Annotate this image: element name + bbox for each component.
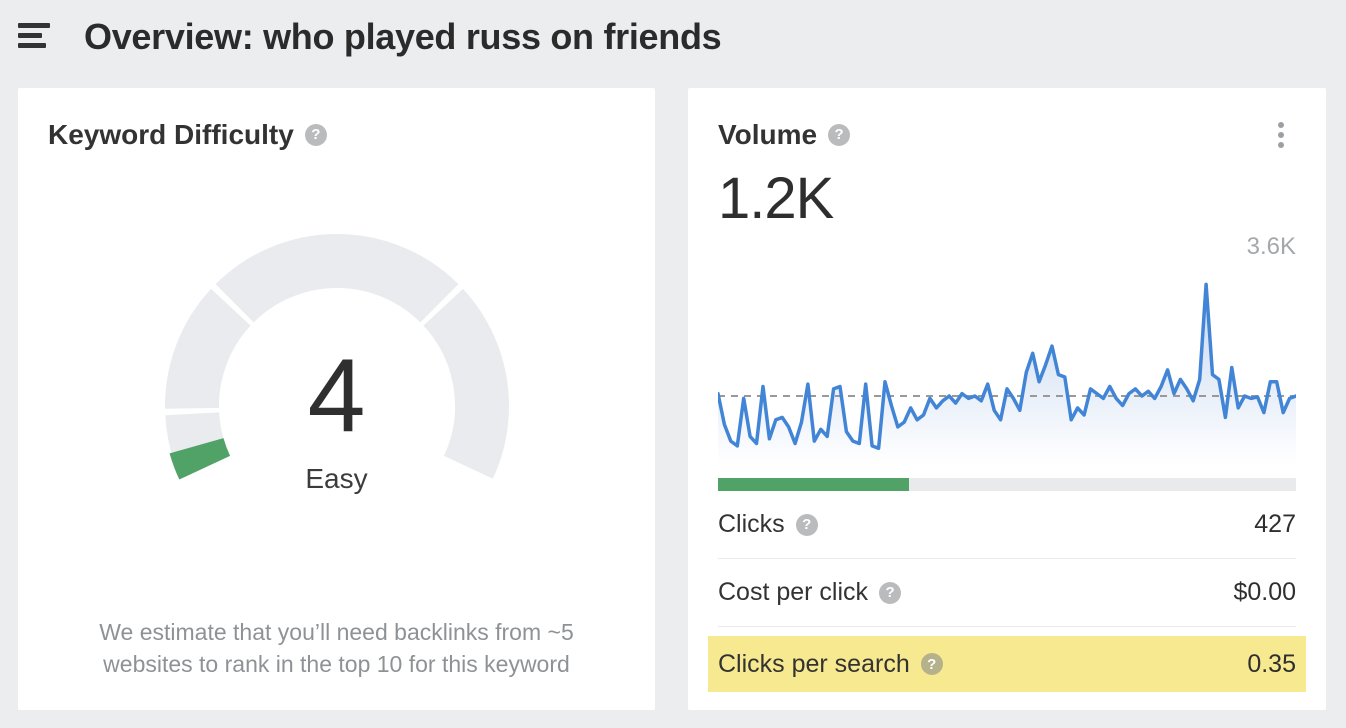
kebab-dot (1278, 142, 1284, 148)
volume-value: 1.2K (718, 166, 834, 231)
kebab-dot (1278, 132, 1284, 138)
volume-chart: 3.6K (718, 228, 1296, 465)
keyword-difficulty-card: Keyword Difficulty ? 4 Easy We estimate … (18, 88, 655, 710)
clicks-value: 427 (1254, 510, 1296, 538)
volume-progress-track (718, 478, 1296, 491)
kd-difficulty-label: Easy (305, 463, 368, 494)
clicks-per-search-label: Clicks per search (718, 649, 910, 678)
volume-help-icon[interactable]: ? (828, 124, 851, 146)
page-title: Overview: who played russ on friends (84, 16, 722, 57)
chart-max-label: 3.6K (1246, 233, 1296, 260)
kd-card-title: Keyword Difficulty (48, 119, 294, 150)
kd-gauge: 4 Easy (159, 232, 515, 494)
kd-title-row: Keyword Difficulty ? (48, 118, 625, 152)
kd-help-icon[interactable]: ? (304, 124, 327, 146)
metric-row-cost-per-click: Cost per click ? $0.00 (718, 559, 1296, 627)
clicks-per-search-help-icon[interactable]: ? (920, 653, 943, 675)
kd-footnote: We estimate that you’ll need backlinks f… (48, 616, 625, 680)
volume-sparkline-chart (718, 282, 1296, 465)
clicks-help-icon[interactable]: ? (795, 513, 818, 536)
cost-per-click-label: Cost per click (718, 578, 869, 606)
kd-gauge-chart (164, 234, 509, 480)
cards-container: Keyword Difficulty ? 4 Easy We estimate … (18, 88, 1326, 710)
kd-footnote-line2: websites to rank in the top 10 for this … (103, 651, 570, 677)
volume-title-row: Volume ? (718, 118, 1296, 152)
cost-per-click-help-icon[interactable]: ? (879, 581, 902, 604)
hamburger-bar (18, 43, 46, 48)
volume-card: Volume ? 1.2K 3.6K Clicks (688, 88, 1326, 710)
metric-row-clicks: Clicks ? 427 (718, 491, 1296, 559)
kebab-dot (1278, 122, 1284, 128)
volume-card-title: Volume (718, 119, 818, 150)
hamburger-bar (18, 33, 42, 38)
volume-progress-fill (718, 478, 909, 491)
metric-row-clicks-per-search: Clicks per search ? 0.35 (708, 636, 1306, 692)
clicks-label: Clicks (718, 510, 785, 538)
clicks-per-search-value: 0.35 (1247, 649, 1296, 678)
page-header: Overview: who played russ on friends (0, 0, 1346, 70)
hamburger-menu-icon[interactable] (18, 20, 50, 51)
hamburger-bar (18, 23, 50, 28)
kd-footnote-line1: We estimate that you’ll need backlinks f… (99, 619, 574, 645)
cost-per-click-value: $0.00 (1233, 578, 1296, 606)
kebab-menu-icon[interactable] (1274, 118, 1288, 152)
kd-value: 4 (307, 338, 366, 454)
